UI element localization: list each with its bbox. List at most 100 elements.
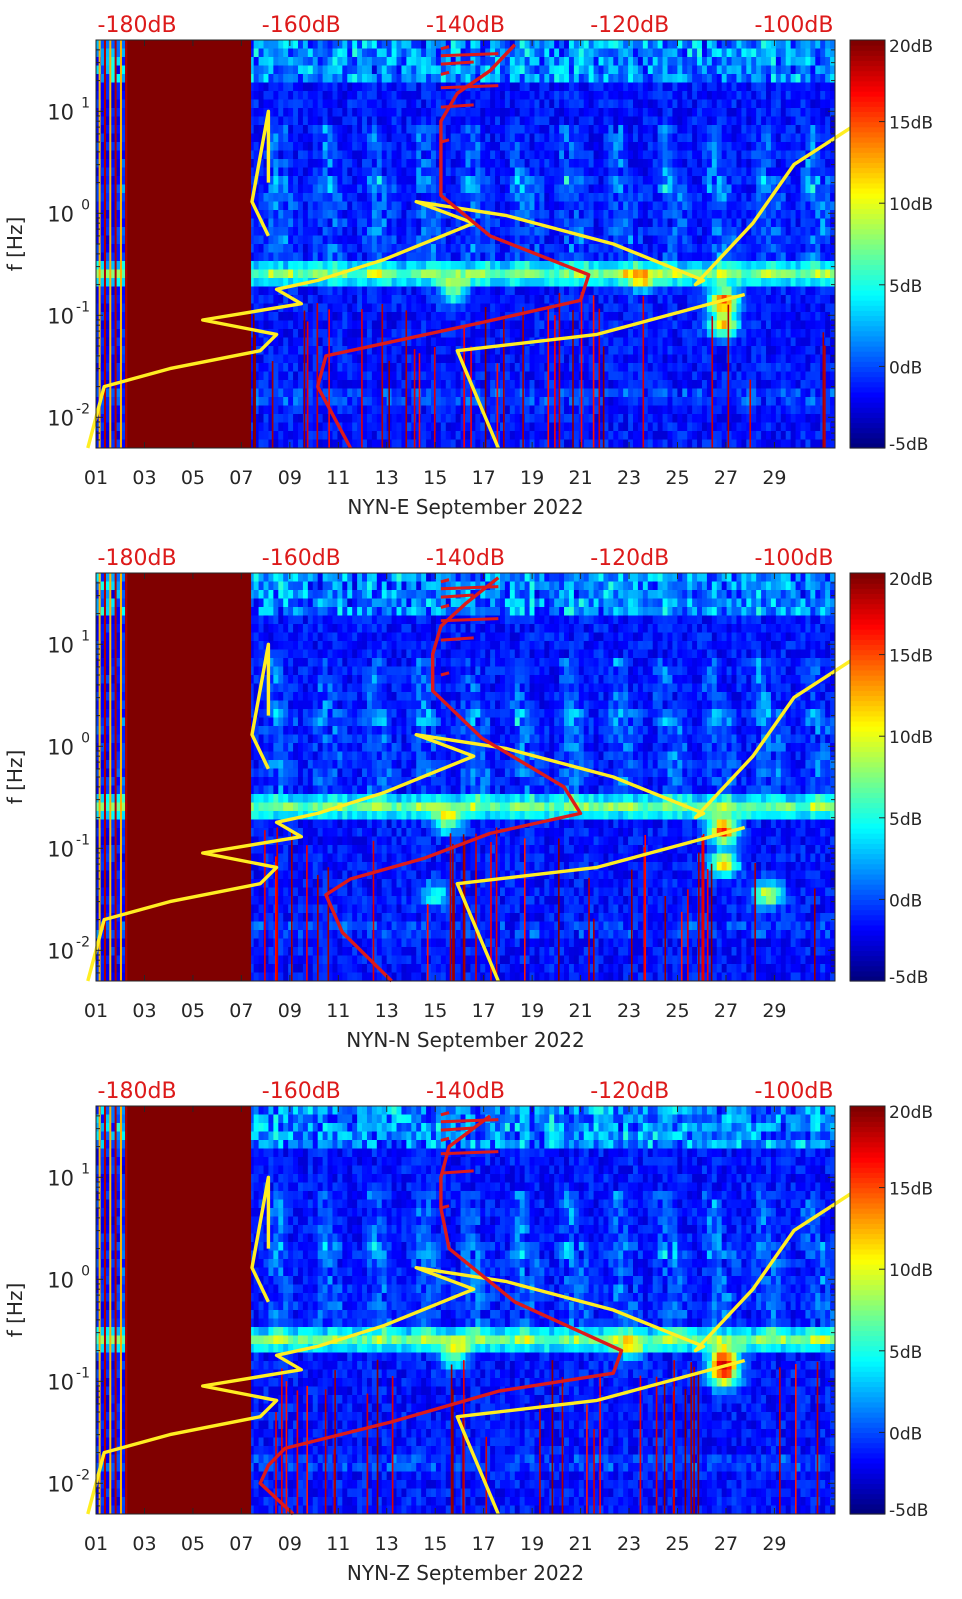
colorbar-segment (850, 720, 885, 727)
colorbar-tick-label: 10dB (889, 195, 933, 215)
colorbar-segment (850, 1248, 885, 1255)
colorbar-segment (850, 756, 885, 763)
colorbar-segment (850, 289, 885, 296)
colorbar-segment (850, 705, 885, 712)
mode-branch (440, 636, 474, 642)
colorbar-segment (850, 899, 885, 906)
colorbar-segment (850, 330, 885, 337)
colorbar-segment (850, 690, 885, 696)
colorbar-segment (850, 346, 885, 352)
x-tick-label: 09 (278, 467, 302, 489)
colorbar-segment (850, 853, 885, 860)
colorbar-segment (850, 310, 885, 316)
colorbar-segment (850, 1269, 885, 1275)
colorbar-segment (850, 1162, 885, 1168)
y-tick-label: 10 (47, 100, 74, 124)
colorbar-segment (850, 208, 885, 214)
colorbar-segment (850, 868, 885, 875)
colorbar-tick-label: 10dB (889, 728, 933, 748)
colorbar-segment (850, 634, 885, 640)
colorbar-segment (850, 1396, 885, 1403)
colorbar-segment (850, 1121, 885, 1127)
colorbar-segment (850, 675, 885, 681)
top-db-label: -100dB (754, 1079, 833, 1104)
colorbar-segment (850, 1417, 885, 1423)
colorbar-segment (850, 889, 885, 895)
x-tick-label: 03 (132, 1533, 156, 1555)
top-db-label: -100dB (754, 546, 833, 571)
y-tick-exponent: -2 (76, 401, 90, 417)
colorbar-segment (850, 1253, 885, 1260)
colorbar-segment (850, 741, 885, 747)
colorbar-tick-label: 15dB (889, 647, 933, 667)
colorbar-segment (850, 315, 885, 322)
x-tick-label: 11 (326, 1000, 350, 1022)
colorbar-tick-label: -5dB (889, 1501, 928, 1521)
x-tick-label: 27 (714, 467, 738, 489)
x-tick-label: 07 (229, 1533, 253, 1555)
x-tick-label: 09 (278, 1000, 302, 1022)
colorbar-segment (850, 55, 885, 61)
colorbar-segment (850, 618, 885, 625)
colorbar-segment (850, 1371, 885, 1377)
colorbar-segment (850, 1478, 885, 1484)
colorbar-segment (850, 213, 885, 220)
colorbar-tick-label: 5dB (889, 1343, 922, 1363)
colorbar: -5dB 0dB 5dB 10dB 15dB 20dB (849, 570, 933, 988)
colorbar-segment (850, 60, 885, 67)
colorbar-segment (850, 366, 885, 373)
y-tick-exponent: -2 (76, 1467, 90, 1483)
colorbar-segment (850, 233, 885, 240)
colorbar-segment (850, 787, 885, 793)
colorbar-segment (850, 1442, 885, 1449)
mode-branch (440, 1136, 450, 1142)
colorbar-segment (850, 884, 885, 890)
mode-branch (440, 585, 499, 591)
colorbar-segment (850, 136, 885, 143)
colorbar-segment (850, 924, 885, 931)
colorbar-segment (850, 228, 885, 235)
x-axis-label: NYN-N September 2022 (346, 1028, 584, 1052)
colorbar-segment (850, 1376, 885, 1382)
colorbar-segment (850, 664, 885, 671)
colorbar-segment (850, 828, 885, 834)
colorbar-frame (849, 39, 886, 449)
colorbar-segment (850, 295, 885, 301)
y-tick-exponent: 1 (81, 1161, 90, 1177)
colorbar-segment (850, 1213, 885, 1219)
x-tick-label: 17 (472, 1000, 496, 1022)
colorbar-tick-label: 15dB (889, 114, 933, 134)
colorbar-segment (850, 1106, 885, 1112)
x-tick-label: 05 (181, 1533, 205, 1555)
colorbar-segment (850, 848, 885, 855)
colorbar-segment (850, 106, 885, 112)
mode-branch (440, 84, 499, 90)
top-db-label: -180dB (98, 1079, 177, 1104)
colorbar-segment (850, 50, 885, 56)
y-tick-label: 10 (47, 202, 74, 226)
colorbar-segment (850, 695, 885, 702)
x-tick-label: 13 (375, 467, 399, 489)
colorbar-segment (850, 608, 885, 615)
colorbar-segment (850, 792, 885, 798)
colorbar-segment (850, 284, 885, 291)
mode-branch (440, 1111, 450, 1117)
x-tick-label: 05 (181, 1000, 205, 1022)
colorbar-segment (850, 639, 885, 645)
colorbar-segment (850, 121, 885, 128)
colorbar-segment (850, 1279, 885, 1286)
colorbar-segment (850, 807, 885, 814)
colorbar-segment (850, 274, 885, 281)
x-tick-label: 17 (472, 1533, 496, 1555)
x-tick-label: 07 (229, 467, 253, 489)
top-db-label: -120dB (590, 13, 669, 38)
colorbar-segment (850, 386, 885, 393)
colorbar-segment (850, 1167, 885, 1173)
colorbar-segment (850, 1259, 885, 1265)
colorbar-segment (850, 335, 885, 342)
x-tick-label: 23 (617, 1000, 641, 1022)
colorbar-segment (850, 1498, 885, 1505)
x-tick-label: 03 (132, 1000, 156, 1022)
mode-branch (440, 1169, 474, 1175)
